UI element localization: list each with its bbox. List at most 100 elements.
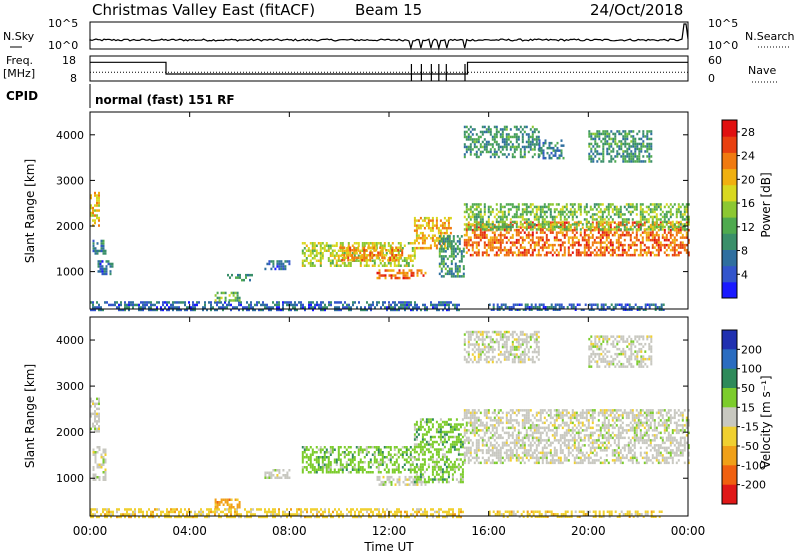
heatmap-cell <box>232 515 234 519</box>
heatmap-cell <box>363 251 366 254</box>
heatmap-cell <box>445 231 448 235</box>
heatmap-cell <box>154 515 156 519</box>
heatmap-cell <box>262 301 264 304</box>
heatmap-cell <box>615 238 618 242</box>
heatmap-cell <box>628 160 631 163</box>
heatmap-cell <box>413 423 416 426</box>
heatmap-cell <box>327 471 330 474</box>
heatmap-cell <box>371 453 374 456</box>
heatmap-cell <box>456 265 459 268</box>
heatmap-cell <box>617 223 620 227</box>
heatmap-cell <box>493 215 496 219</box>
heatmap-cell <box>94 252 97 255</box>
heatmap-cell <box>563 215 566 219</box>
heatmap-cell <box>417 478 420 481</box>
heatmap-cell <box>311 264 314 267</box>
heatmap-cell <box>595 221 598 224</box>
heatmap-cell <box>667 220 670 224</box>
heatmap-cell <box>317 456 320 459</box>
heatmap-cell <box>388 269 391 272</box>
heatmap-cell <box>505 223 508 226</box>
heatmap-cell <box>619 253 622 257</box>
heatmap-cell <box>126 306 128 309</box>
heatmap-cell <box>375 446 378 449</box>
heatmap-cell <box>483 125 486 129</box>
heatmap-cell <box>252 508 254 511</box>
heatmap-cell <box>603 248 606 252</box>
heatmap-cell <box>469 153 472 156</box>
heatmap-cell <box>437 425 440 429</box>
heatmap-cell <box>380 513 382 516</box>
heatmap-cell <box>236 510 238 514</box>
heatmap-cell <box>448 237 451 241</box>
heatmap-cell <box>539 225 542 229</box>
heatmap-cell <box>554 151 557 155</box>
heatmap-cell <box>461 445 464 449</box>
heatmap-cell <box>611 228 614 231</box>
heatmap-cell <box>559 208 562 211</box>
heatmap-cell <box>312 308 314 312</box>
heatmap-cell <box>628 308 631 311</box>
heatmap-cell <box>339 466 342 469</box>
heatmap-cell <box>425 430 428 434</box>
heatmap-cell <box>437 460 440 464</box>
heatmap-cell <box>656 306 659 309</box>
heatmap-cell <box>423 216 426 220</box>
heatmap-cell <box>290 301 292 304</box>
cpid-label: CPID <box>6 89 38 103</box>
heatmap-cell <box>569 203 572 206</box>
heatmap-cell <box>661 225 664 229</box>
heatmap-cell <box>503 143 506 146</box>
heatmap-cell <box>90 412 92 416</box>
heatmap-cell <box>501 225 504 229</box>
heatmap-cell <box>431 236 434 240</box>
heatmap-cell <box>300 513 302 516</box>
heatmap-cell <box>96 466 99 469</box>
heatmap-cell <box>671 205 674 209</box>
heatmap-cell <box>328 301 330 304</box>
heatmap-cell <box>444 237 447 241</box>
heatmap-cell <box>459 423 462 426</box>
heatmap-cell <box>441 221 444 225</box>
heatmap-cell <box>557 251 560 254</box>
heatmap-cell <box>415 219 418 222</box>
heatmap-cell <box>100 249 103 253</box>
heatmap-cell <box>92 214 94 217</box>
heatmap-cell <box>483 205 486 209</box>
heatmap-cell <box>349 461 352 464</box>
heatmap-cell <box>503 205 506 209</box>
heatmap-cell <box>455 423 458 426</box>
heatmap-cell <box>525 203 528 206</box>
heatmap-cell <box>128 508 130 511</box>
heatmap-cell <box>104 301 106 304</box>
heatmap-cell <box>319 252 322 255</box>
heatmap-cell <box>392 513 394 516</box>
heatmap-cell <box>641 236 644 239</box>
heatmap-cell <box>329 468 332 471</box>
heatmap-cell <box>351 259 354 262</box>
heatmap-cell <box>513 148 516 151</box>
heatmap-cell <box>493 241 496 244</box>
heatmap-cell <box>517 231 520 234</box>
heatmap-cell <box>471 140 474 144</box>
heatmap-cell <box>624 132 627 136</box>
heatmap-cell <box>554 308 557 311</box>
heatmap-cell <box>445 470 448 474</box>
heatmap-cell <box>250 513 252 516</box>
heatmap-cell <box>404 306 406 309</box>
heatmap-cell <box>448 270 451 273</box>
heatmap-cell <box>606 135 609 138</box>
heatmap-cell <box>522 308 525 311</box>
heatmap-cell <box>477 155 480 159</box>
heatmap-cell <box>469 225 472 229</box>
heatmap-cell <box>463 130 466 134</box>
heatmap-cell <box>282 474 285 477</box>
heatmap-cell <box>600 160 603 163</box>
heatmap-cell <box>419 450 422 454</box>
heatmap-cell <box>509 241 512 244</box>
heatmap-cell <box>339 242 342 245</box>
heatmap-cell <box>97 270 100 273</box>
heatmap-cell <box>433 463 436 466</box>
heatmap-cell <box>168 515 170 519</box>
heatmap-cell <box>379 254 382 257</box>
